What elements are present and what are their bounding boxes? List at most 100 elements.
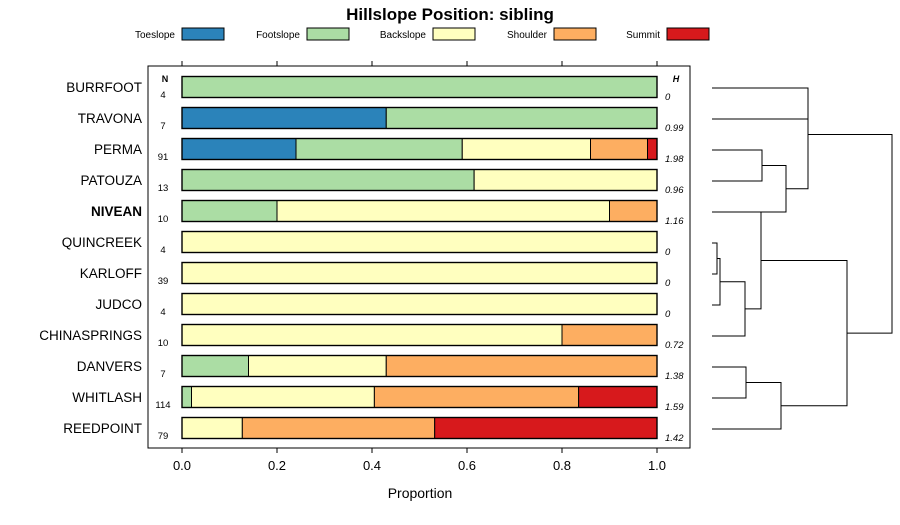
legend-label-summit: Summit: [626, 30, 660, 41]
bar-segment-whitlash-footslope: [181, 386, 192, 408]
x-tick-label: 0.2: [268, 458, 286, 473]
h-header: H: [673, 74, 680, 84]
bar-segment-perma-toeslope: [181, 138, 297, 160]
h-value: 0.99: [665, 123, 684, 134]
dendrogram: [712, 87, 893, 430]
category-label-danvers: DANVERS: [77, 359, 142, 374]
bar-outline-perma: [181, 137, 658, 161]
bar-segment-quincreek-backslope: [181, 231, 658, 253]
bar-outline-danvers: [181, 354, 658, 378]
h-value: 1.98: [665, 154, 684, 165]
bar-outline-nivean: [181, 199, 658, 223]
plot-area: 0.0 0.2 0.4 0.6 0.8 1.0 N H BURRFOOT 4 0 TRAVONA 7 0.…: [39, 61, 691, 473]
h-value: 1.59: [665, 402, 684, 413]
bar-segment-burrfoot-footslope: [181, 76, 658, 98]
category-label-chinasprings: CHINASPRINGS: [39, 328, 142, 343]
category-label-burrfoot: BURRFOOT: [66, 80, 142, 95]
category-label-perma: PERMA: [94, 142, 142, 157]
bar-segment-karloff-backslope: [181, 262, 658, 284]
category-label-patouza: PATOUZA: [80, 173, 142, 188]
category-label-judco: JUDCO: [96, 297, 143, 312]
category-label-travona: TRAVONA: [78, 111, 142, 126]
bar-outline-burrfoot: [181, 75, 658, 99]
bar-segment-danvers-backslope: [248, 355, 387, 377]
bar-segment-perma-backslope: [461, 138, 591, 160]
dendrogram-branch: [808, 134, 893, 334]
n-value: 10: [158, 338, 169, 349]
category-label-whitlash: WHITLASH: [72, 390, 142, 405]
dendrogram-branch: [712, 258, 721, 306]
legend-label-toeslope: Toeslope: [135, 30, 175, 41]
x-tick-label: 1.0: [648, 458, 666, 473]
x-tick-label: 0.4: [363, 458, 381, 473]
dendrogram-branch: [786, 103, 809, 190]
h-value: 1.38: [665, 371, 684, 382]
n-value: 7: [160, 369, 165, 380]
bar-segment-nivean-footslope: [181, 200, 278, 222]
bar-segment-reedpoint-shoulder: [241, 417, 436, 439]
bar-segment-whitlash-shoulder: [373, 386, 580, 408]
legend-label-shoulder: Shoulder: [507, 30, 548, 41]
x-tick-label: 0.0: [173, 458, 191, 473]
h-value: 0: [665, 278, 671, 289]
bar-outline-judco: [181, 292, 658, 316]
bar-segment-patouza-footslope: [181, 169, 475, 191]
dendrogram-branch: [712, 281, 746, 337]
h-value: 1.42: [665, 433, 684, 444]
chart-title: Hillslope Position: sibling: [346, 5, 554, 24]
n-value: 10: [158, 214, 169, 225]
h-value: 0: [665, 92, 671, 103]
bar-outline-quincreek: [181, 230, 658, 254]
bar-outline-reedpoint: [181, 416, 658, 440]
category-label-nivean: NIVEAN: [91, 204, 142, 219]
legend-swatch-toeslope: [181, 27, 225, 41]
bar-segment-reedpoint-backslope: [181, 417, 243, 439]
h-value: 0.96: [665, 185, 684, 196]
bar-segment-travona-toeslope: [181, 107, 387, 129]
x-axis-label: Proportion: [388, 485, 453, 501]
legend-swatch-footslope: [306, 27, 350, 41]
legend-swatch-backslope: [432, 27, 476, 41]
bar-segment-nivean-backslope: [276, 200, 610, 222]
h-value: 0.72: [665, 340, 684, 351]
dendrogram-branch: [712, 87, 809, 120]
legend-label-footslope: Footslope: [256, 30, 300, 41]
bar-segment-travona-footslope: [385, 107, 658, 129]
n-value: 79: [158, 431, 169, 442]
bar-segment-danvers-shoulder: [385, 355, 658, 377]
bar-segment-whitlash-summit: [578, 386, 658, 408]
bar-outline-karloff: [181, 261, 658, 285]
bar-outline-patouza: [181, 168, 658, 192]
x-tick-label: 0.8: [553, 458, 571, 473]
dendrogram-branch: [712, 366, 747, 399]
bar-segment-chinasprings-shoulder: [561, 324, 658, 346]
bar-segment-perma-footslope: [295, 138, 463, 160]
legend: Toeslope Footslope Backslope Shoulder Summit: [135, 27, 710, 41]
category-label-reedpoint: REEDPOINT: [63, 421, 142, 436]
bar-segment-whitlash-backslope: [191, 386, 375, 408]
n-value: 91: [158, 152, 169, 163]
bar-segment-nivean-shoulder: [609, 200, 658, 222]
category-label-karloff: KARLOFF: [80, 266, 142, 281]
bar-outline-travona: [181, 106, 658, 130]
h-value: 1.16: [665, 216, 684, 227]
n-value: 7: [160, 121, 165, 132]
n-header: N: [162, 74, 169, 84]
h-value: 0: [665, 247, 671, 258]
legend-swatch-shoulder: [553, 27, 597, 41]
legend-label-backslope: Backslope: [380, 30, 427, 41]
dendrogram-branch: [761, 259, 848, 407]
legend-swatch-summit: [666, 27, 710, 41]
bar-outline-chinasprings: [181, 323, 658, 347]
x-tick-label: 0.6: [458, 458, 476, 473]
category-label-quincreek: QUINCREEK: [62, 235, 142, 250]
bar-segment-danvers-footslope: [181, 355, 249, 377]
bar-segment-perma-shoulder: [590, 138, 648, 160]
dendrogram-branch: [712, 211, 762, 310]
bar-segment-reedpoint-summit: [434, 417, 658, 439]
bar-segment-perma-summit: [647, 138, 658, 160]
n-value: 4: [160, 307, 165, 318]
dendrogram-branch: [712, 165, 787, 213]
h-value: 0: [665, 309, 671, 320]
